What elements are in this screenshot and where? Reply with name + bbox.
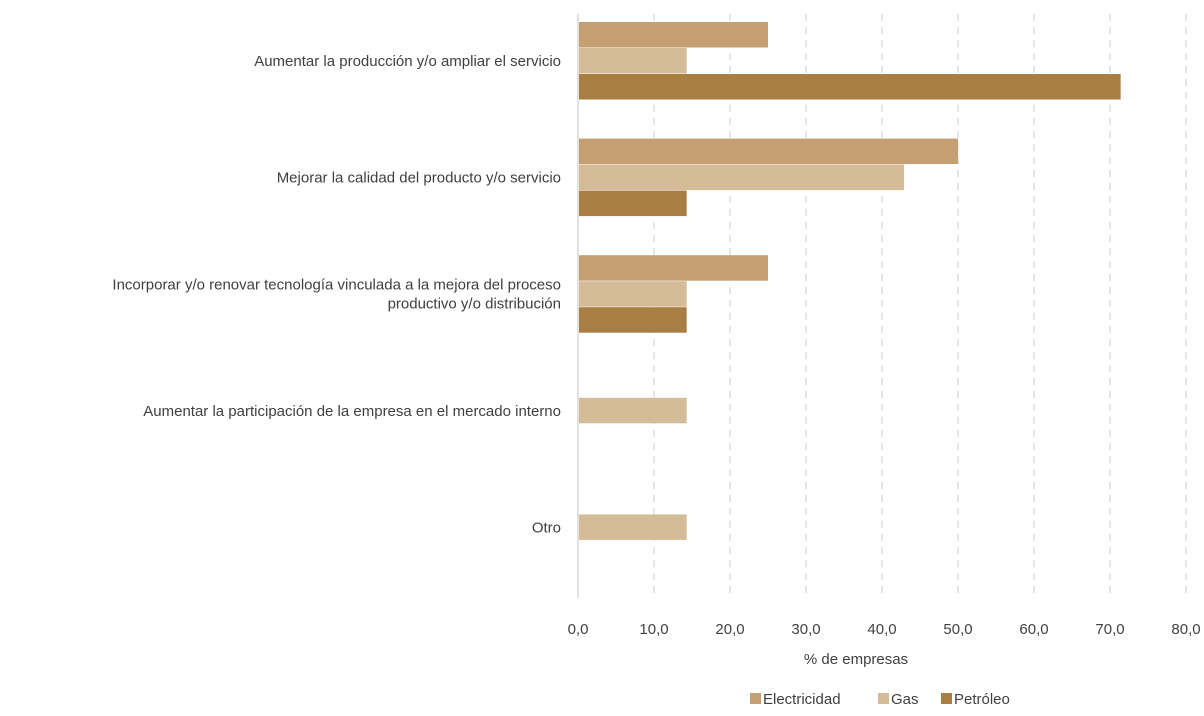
bar-gas	[579, 397, 687, 424]
bar-electricidad	[579, 138, 958, 165]
x-tick-label: 20,0	[715, 621, 744, 638]
category-label: Mejorar la calidad del producto y/o serv…	[277, 170, 561, 187]
legend-swatch-electricidad	[750, 693, 761, 704]
category-label: Otro	[532, 519, 561, 536]
legend-label: Electricidad	[763, 691, 841, 708]
x-axis-title: % de empresas	[804, 651, 908, 668]
x-tick-label: 70,0	[1095, 621, 1124, 638]
x-tick-label: 40,0	[867, 621, 896, 638]
x-tick-label: 30,0	[791, 621, 820, 638]
bar-gas	[579, 48, 687, 74]
bar-electricidad	[579, 22, 768, 48]
x-tick-label: 50,0	[943, 621, 972, 638]
legend-swatch-gas	[878, 693, 889, 704]
legend-swatch-petróleo	[941, 693, 952, 704]
bar-petróleo	[579, 74, 1121, 100]
bar-petróleo	[579, 307, 687, 333]
x-tick-label: 10,0	[639, 621, 668, 638]
x-tick-label: 60,0	[1019, 621, 1048, 638]
bar-gas	[579, 164, 905, 191]
legend-label: Petróleo	[954, 691, 1010, 708]
bar-petróleo	[579, 190, 687, 217]
x-tick-label: 0,0	[568, 621, 589, 638]
category-label: Incorporar y/o renovar tecnología vincul…	[112, 277, 561, 294]
category-label: Aumentar la participación de la empresa …	[143, 403, 561, 420]
bar-gas	[579, 514, 687, 540]
x-tick-label: 80,0	[1171, 621, 1200, 638]
category-label: productivo y/o distribución	[388, 296, 561, 313]
legend-label: Gas	[891, 691, 919, 708]
category-label: Aumentar la producción y/o ampliar el se…	[254, 53, 561, 70]
bar-electricidad	[579, 255, 768, 281]
bar-gas	[579, 281, 687, 307]
